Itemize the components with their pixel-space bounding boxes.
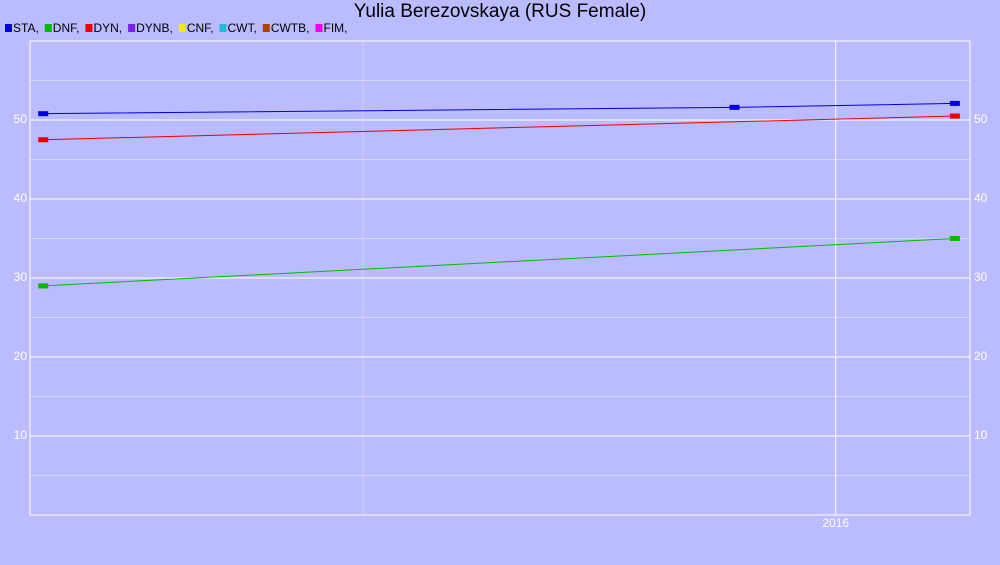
legend-swatch	[315, 24, 323, 32]
legend-label: FIM,	[323, 21, 347, 35]
point-marker	[729, 104, 740, 110]
legend-label: DYNB,	[136, 21, 173, 35]
x-tick-label: 2016	[822, 516, 849, 530]
y-tick-label-right: 50	[974, 112, 988, 126]
point-marker	[949, 100, 960, 106]
y-tick-label: 10	[14, 428, 28, 442]
y-tick-label: 50	[14, 112, 28, 126]
legend-swatch	[219, 24, 227, 32]
point-marker	[949, 236, 960, 241]
legend-swatch	[178, 24, 186, 32]
legend-swatch	[5, 24, 12, 32]
legend-label: CWTB,	[271, 21, 310, 35]
legend-label: DNF,	[53, 21, 80, 35]
legend-swatch	[262, 24, 270, 32]
legend-swatch	[44, 24, 52, 32]
y-tick-label-right: 20	[974, 349, 988, 363]
legend-swatch	[85, 24, 93, 32]
chart-title: Yulia Berezovskaya (RUS Female)	[354, 1, 647, 22]
point-marker	[949, 113, 960, 119]
point-marker	[38, 111, 49, 117]
point-marker	[38, 283, 49, 289]
legend-label: CNF,	[187, 21, 214, 35]
series-line	[43, 115, 955, 141]
legend-label: STA,	[13, 21, 39, 35]
y-tick-label: 20	[14, 349, 28, 363]
y-tick-label: 30	[14, 270, 28, 284]
legend-label: DYN,	[93, 21, 122, 35]
point-marker	[38, 137, 49, 143]
series-line	[43, 102, 955, 115]
y-tick-label-right: 40	[974, 191, 988, 205]
y-tick-label-right: 10	[974, 428, 988, 442]
y-tick-label-right: 30	[974, 270, 988, 284]
series-line	[43, 238, 955, 287]
legend-swatch	[128, 24, 136, 32]
plot-frame	[29, 40, 971, 516]
y-tick-label: 40	[14, 191, 28, 205]
legend-label: CWT,	[227, 21, 256, 35]
